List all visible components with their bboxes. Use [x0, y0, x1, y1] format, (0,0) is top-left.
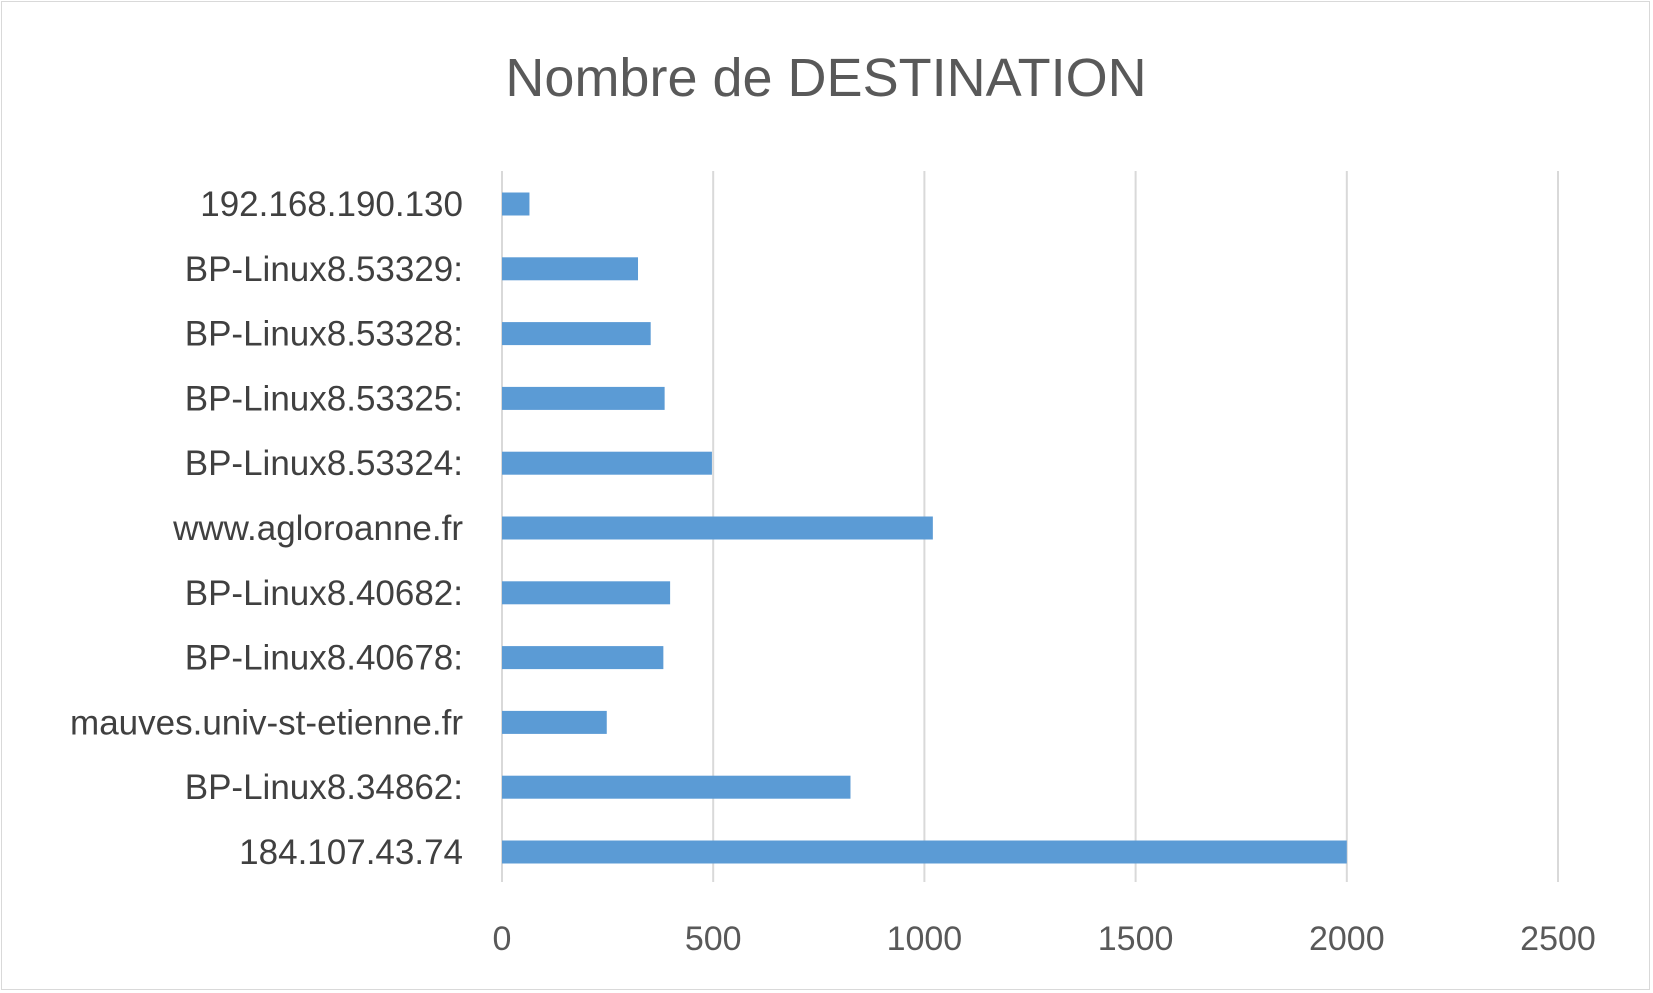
category-label: BP-Linux8.53328: — [185, 315, 463, 354]
bar — [502, 192, 530, 216]
category-label: BP-Linux8.53329: — [185, 250, 463, 289]
category-label: BP-Linux8.53325: — [185, 379, 463, 418]
bar — [502, 257, 639, 281]
category-label: BP-Linux8.34862: — [185, 768, 463, 807]
bar — [502, 516, 933, 540]
bar — [502, 581, 671, 605]
category-label: 184.107.43.74 — [239, 833, 463, 872]
x-tick-label: 1500 — [1098, 920, 1174, 958]
category-label: mauves.univ-st-etienne.fr — [70, 703, 463, 742]
category-label: 192.168.190.130 — [200, 185, 463, 224]
bar — [502, 451, 712, 475]
bar — [502, 386, 665, 410]
x-tick-label: 2500 — [1520, 920, 1596, 958]
chart-title: Nombre de DESTINATION — [505, 48, 1146, 108]
bar — [502, 840, 1347, 864]
category-label: www.agloroanne.fr — [172, 509, 463, 548]
category-label: BP-Linux8.53324: — [185, 444, 463, 483]
category-label: BP-Linux8.40678: — [185, 639, 463, 678]
bar — [502, 710, 607, 734]
bar — [502, 322, 651, 346]
x-tick-label: 2000 — [1309, 920, 1385, 958]
bar — [502, 775, 851, 799]
x-axis-tick-labels: 0 500 1000 1500 2000 2500 — [493, 920, 1596, 958]
x-tick-label: 500 — [685, 920, 742, 958]
x-tick-label: 1000 — [887, 920, 963, 958]
gridlines — [501, 171, 1559, 882]
category-labels: 192.168.190.130 BP-Linux8.53329: BP-Linux8… — [70, 185, 463, 872]
x-tick-label: 0 — [493, 920, 512, 958]
bar — [502, 646, 664, 670]
bars — [502, 192, 1347, 864]
category-label: BP-Linux8.40682: — [185, 574, 463, 613]
